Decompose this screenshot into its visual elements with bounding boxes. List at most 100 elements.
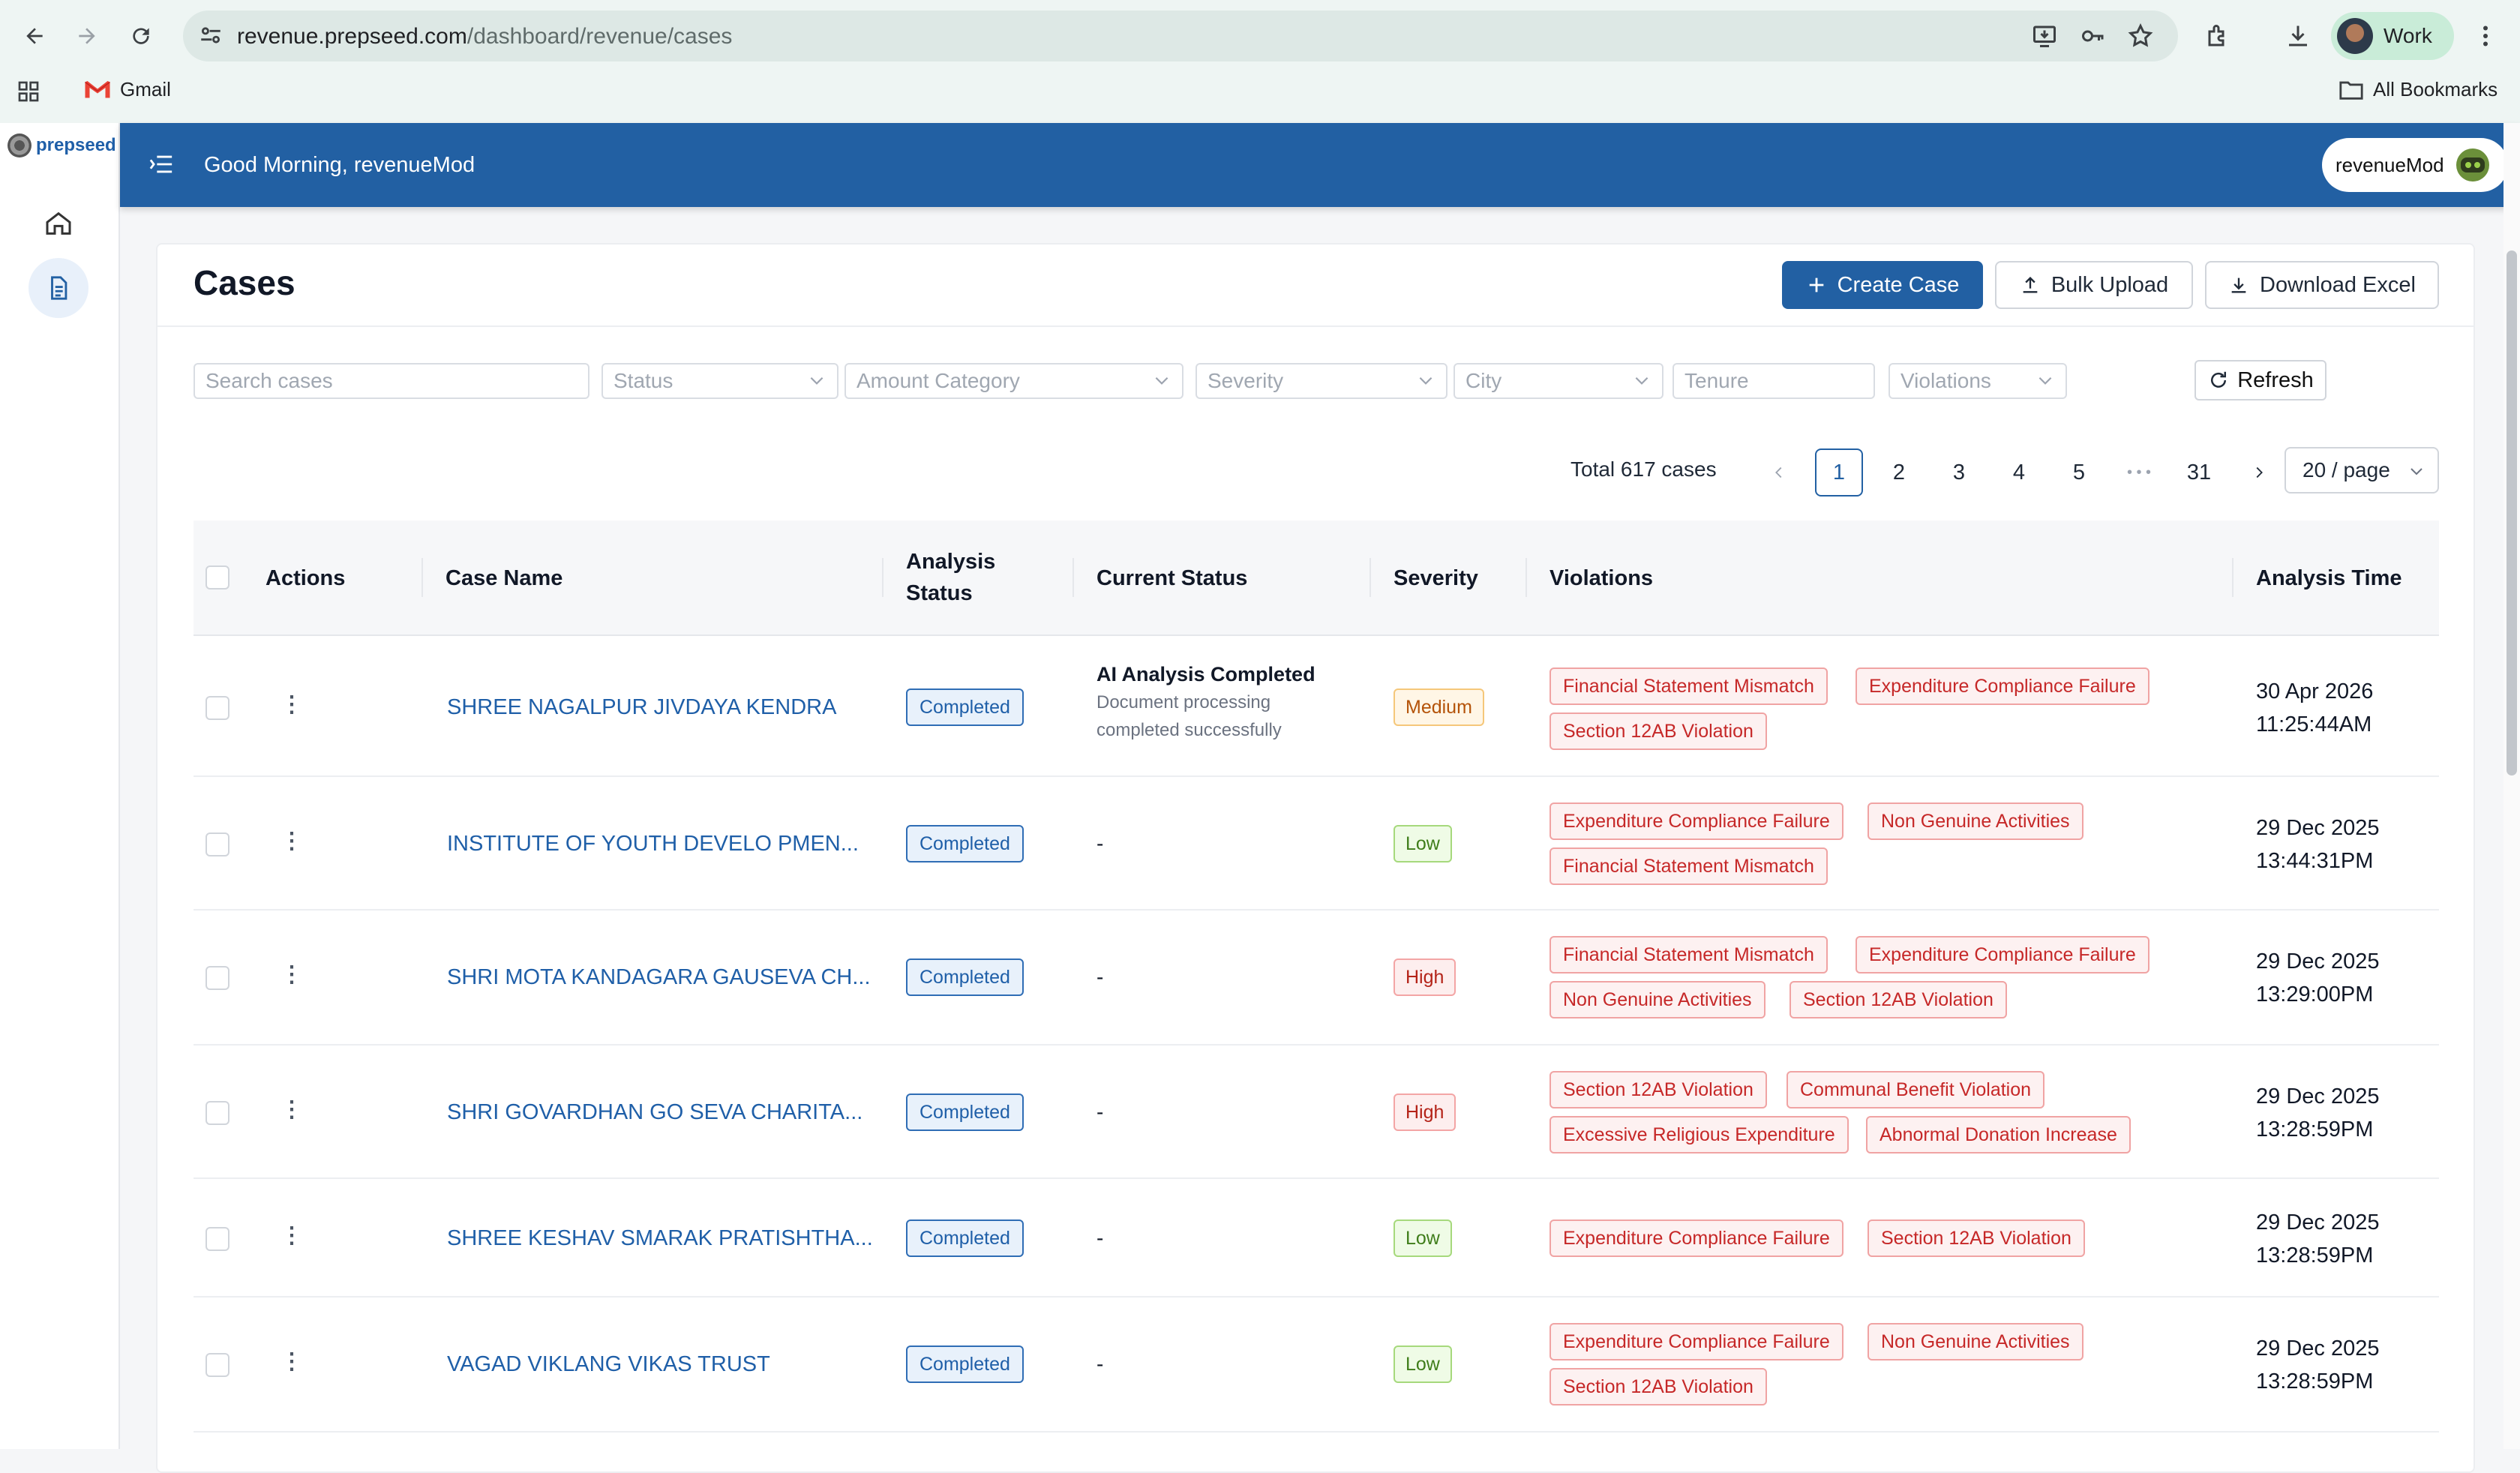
analysis-time: 29 Dec 2025 13:44:31PM [2256,812,2379,878]
back-icon[interactable] [14,15,56,57]
page-1[interactable]: 1 [1815,448,1863,496]
col-analysis-status[interactable]: Analysis Status [906,546,995,609]
violation-tag: Section 12AB Violation [1868,1220,2085,1257]
row-checkbox[interactable] [206,1227,230,1251]
violations-filter[interactable]: Violations [1888,363,2067,399]
scrollbar-thumb[interactable] [2506,250,2517,776]
analysis-status-tag: Completed [906,1346,1024,1383]
severity-filter[interactable]: Severity [1196,363,1448,399]
more-vert-icon[interactable] [2466,16,2505,56]
case-name-link[interactable]: SHRI GOVARDHAN GO SEVA CHARITA... [447,1100,863,1124]
reload-icon[interactable] [120,15,162,57]
page-title: Cases [194,263,296,302]
all-bookmarks-label: All Bookmarks [2373,78,2498,100]
case-name-link[interactable]: VAGAD VIKLANG VIKAS TRUST [447,1352,770,1376]
create-case-label: Create Case [1837,272,1960,297]
sidebar-item-cases[interactable] [28,258,88,318]
table-row[interactable]: ⋮ SHREE KESHAV SMARAK PRATISHTHA... Comp… [194,1180,2439,1298]
tenure-placeholder: Tenure [1684,369,1749,392]
table-header: Actions Case Name Analysis Status Curren… [194,520,2439,636]
table-row[interactable]: ⋮ SHREE NAGALPUR JIVDAYA KENDRA Complete… [194,638,2439,777]
row-checkbox[interactable] [206,966,230,990]
severity-badge: Medium [1394,688,1484,726]
row-actions-kebab-icon[interactable]: ⋮ [280,962,303,987]
url-text[interactable]: revenue.prepseed.com/dashboard/revenue/c… [237,24,732,50]
row-checkbox[interactable] [206,832,230,856]
amount-category-filter[interactable]: Amount Category [844,363,1184,399]
sidebar: prepseed [0,123,120,1449]
table-row[interactable]: ⋮ INSTITUTE OF YOUTH DEVELO PMEN... Comp… [194,778,2439,910]
site-settings-icon[interactable] [198,22,224,52]
sidebar-item-home[interactable] [28,194,88,254]
row-actions-kebab-icon[interactable]: ⋮ [280,1097,303,1122]
severity-filter-label: Severity [1208,369,1284,392]
case-name-link[interactable]: INSTITUTE OF YOUTH DEVELO PMEN... [447,832,859,856]
analysis-time: 29 Dec 2025 13:29:00PM [2256,945,2379,1011]
chevron-down-icon [2410,468,2422,476]
city-filter[interactable]: City [1454,363,1664,399]
row-checkbox[interactable] [206,1353,230,1377]
refresh-button[interactable]: Refresh [2194,360,2326,400]
page-5[interactable]: 5 [2072,460,2086,484]
home-icon [46,212,71,235]
status-filter[interactable]: Status [602,363,838,399]
page-4[interactable]: 4 [2012,460,2026,484]
page-last[interactable]: 31 [2186,460,2212,484]
col-analysis-time[interactable]: Analysis Time [2256,566,2402,590]
page-scrollbar[interactable] [2504,123,2520,1449]
tenure-input[interactable]: Tenure [1672,363,1875,399]
next-page-button[interactable] [2235,448,2283,496]
page-size-select[interactable]: 20 / page [2284,447,2439,494]
analysis-clock: 13:28:59PM [2256,1244,2374,1268]
violation-tag: Section 12AB Violation [1550,1071,1767,1108]
severity-badge: High [1394,958,1456,996]
gmail-icon [85,80,110,98]
address-bar[interactable]: revenue.prepseed.com/dashboard/revenue/c… [183,10,2178,62]
prev-page-button[interactable] [1755,448,1803,496]
install-icon[interactable] [2031,22,2058,53]
bulk-upload-button[interactable]: Bulk Upload [1995,261,2193,309]
violation-tag: Non Genuine Activities [1868,802,2084,840]
row-checkbox[interactable] [206,696,230,720]
user-menu[interactable]: revenueMod [2322,138,2508,192]
case-name-link[interactable]: SHRI MOTA KANDAGARA GAUSEVA CH... [447,965,871,989]
page-ellipsis[interactable]: • • • [2126,464,2152,481]
chevron-right-icon [2256,466,2263,478]
violation-tag: Communal Benefit Violation [1786,1071,2045,1108]
case-name-link[interactable]: SHREE KESHAV SMARAK PRATISHTHA... [447,1226,873,1250]
star-icon[interactable] [2127,22,2154,53]
table-row[interactable]: ⋮ VAGAD VIKLANG VIKAS TRUST Completed - … [194,1299,2439,1432]
row-actions-kebab-icon[interactable]: ⋮ [280,1349,303,1374]
violation-tag: Financial Statement Mismatch [1550,668,1828,705]
download-icon[interactable] [2278,16,2318,56]
table-row[interactable]: ⋮ SHRI MOTA KANDAGARA GAUSEVA CH... Comp… [194,912,2439,1046]
row-actions-kebab-icon[interactable]: ⋮ [280,692,303,717]
search-input[interactable]: Search cases [194,363,590,399]
forward-icon[interactable] [66,15,108,57]
row-actions-kebab-icon[interactable]: ⋮ [280,1223,303,1248]
menu-fold-icon[interactable] [148,153,174,179]
all-bookmarks[interactable]: All Bookmarks [2338,78,2498,101]
analysis-status-tag: Completed [906,825,1024,862]
page-2[interactable]: 2 [1892,460,1906,484]
extensions-icon[interactable] [2199,16,2238,56]
select-all-checkbox[interactable] [206,566,230,590]
logo-text: prepseed [36,135,116,155]
case-name-link[interactable]: SHREE NAGALPUR JIVDAYA KENDRA [447,695,837,719]
col-actions: Actions [266,566,346,590]
analysis-date: 30 Apr 2026 [2256,680,2374,704]
download-excel-button[interactable]: Download Excel [2205,261,2439,309]
user-name: revenueMod [2336,153,2444,176]
col-severity[interactable]: Severity [1394,566,1478,590]
profile-chip[interactable]: Work [2331,12,2454,60]
table-row[interactable]: ⋮ SHRI GOVARDHAN GO SEVA CHARITA... Comp… [194,1047,2439,1179]
download-icon [2231,278,2246,293]
bookmark-gmail[interactable]: Gmail [84,78,171,101]
apps-grid-icon[interactable] [16,80,40,107]
row-checkbox[interactable] [206,1101,230,1125]
create-case-button[interactable]: Create Case [1782,261,1983,309]
page-3[interactable]: 3 [1952,460,1966,484]
row-actions-kebab-icon[interactable]: ⋮ [280,829,303,854]
password-key-icon[interactable] [2079,22,2108,53]
col-case-name[interactable]: Case Name [446,566,563,590]
